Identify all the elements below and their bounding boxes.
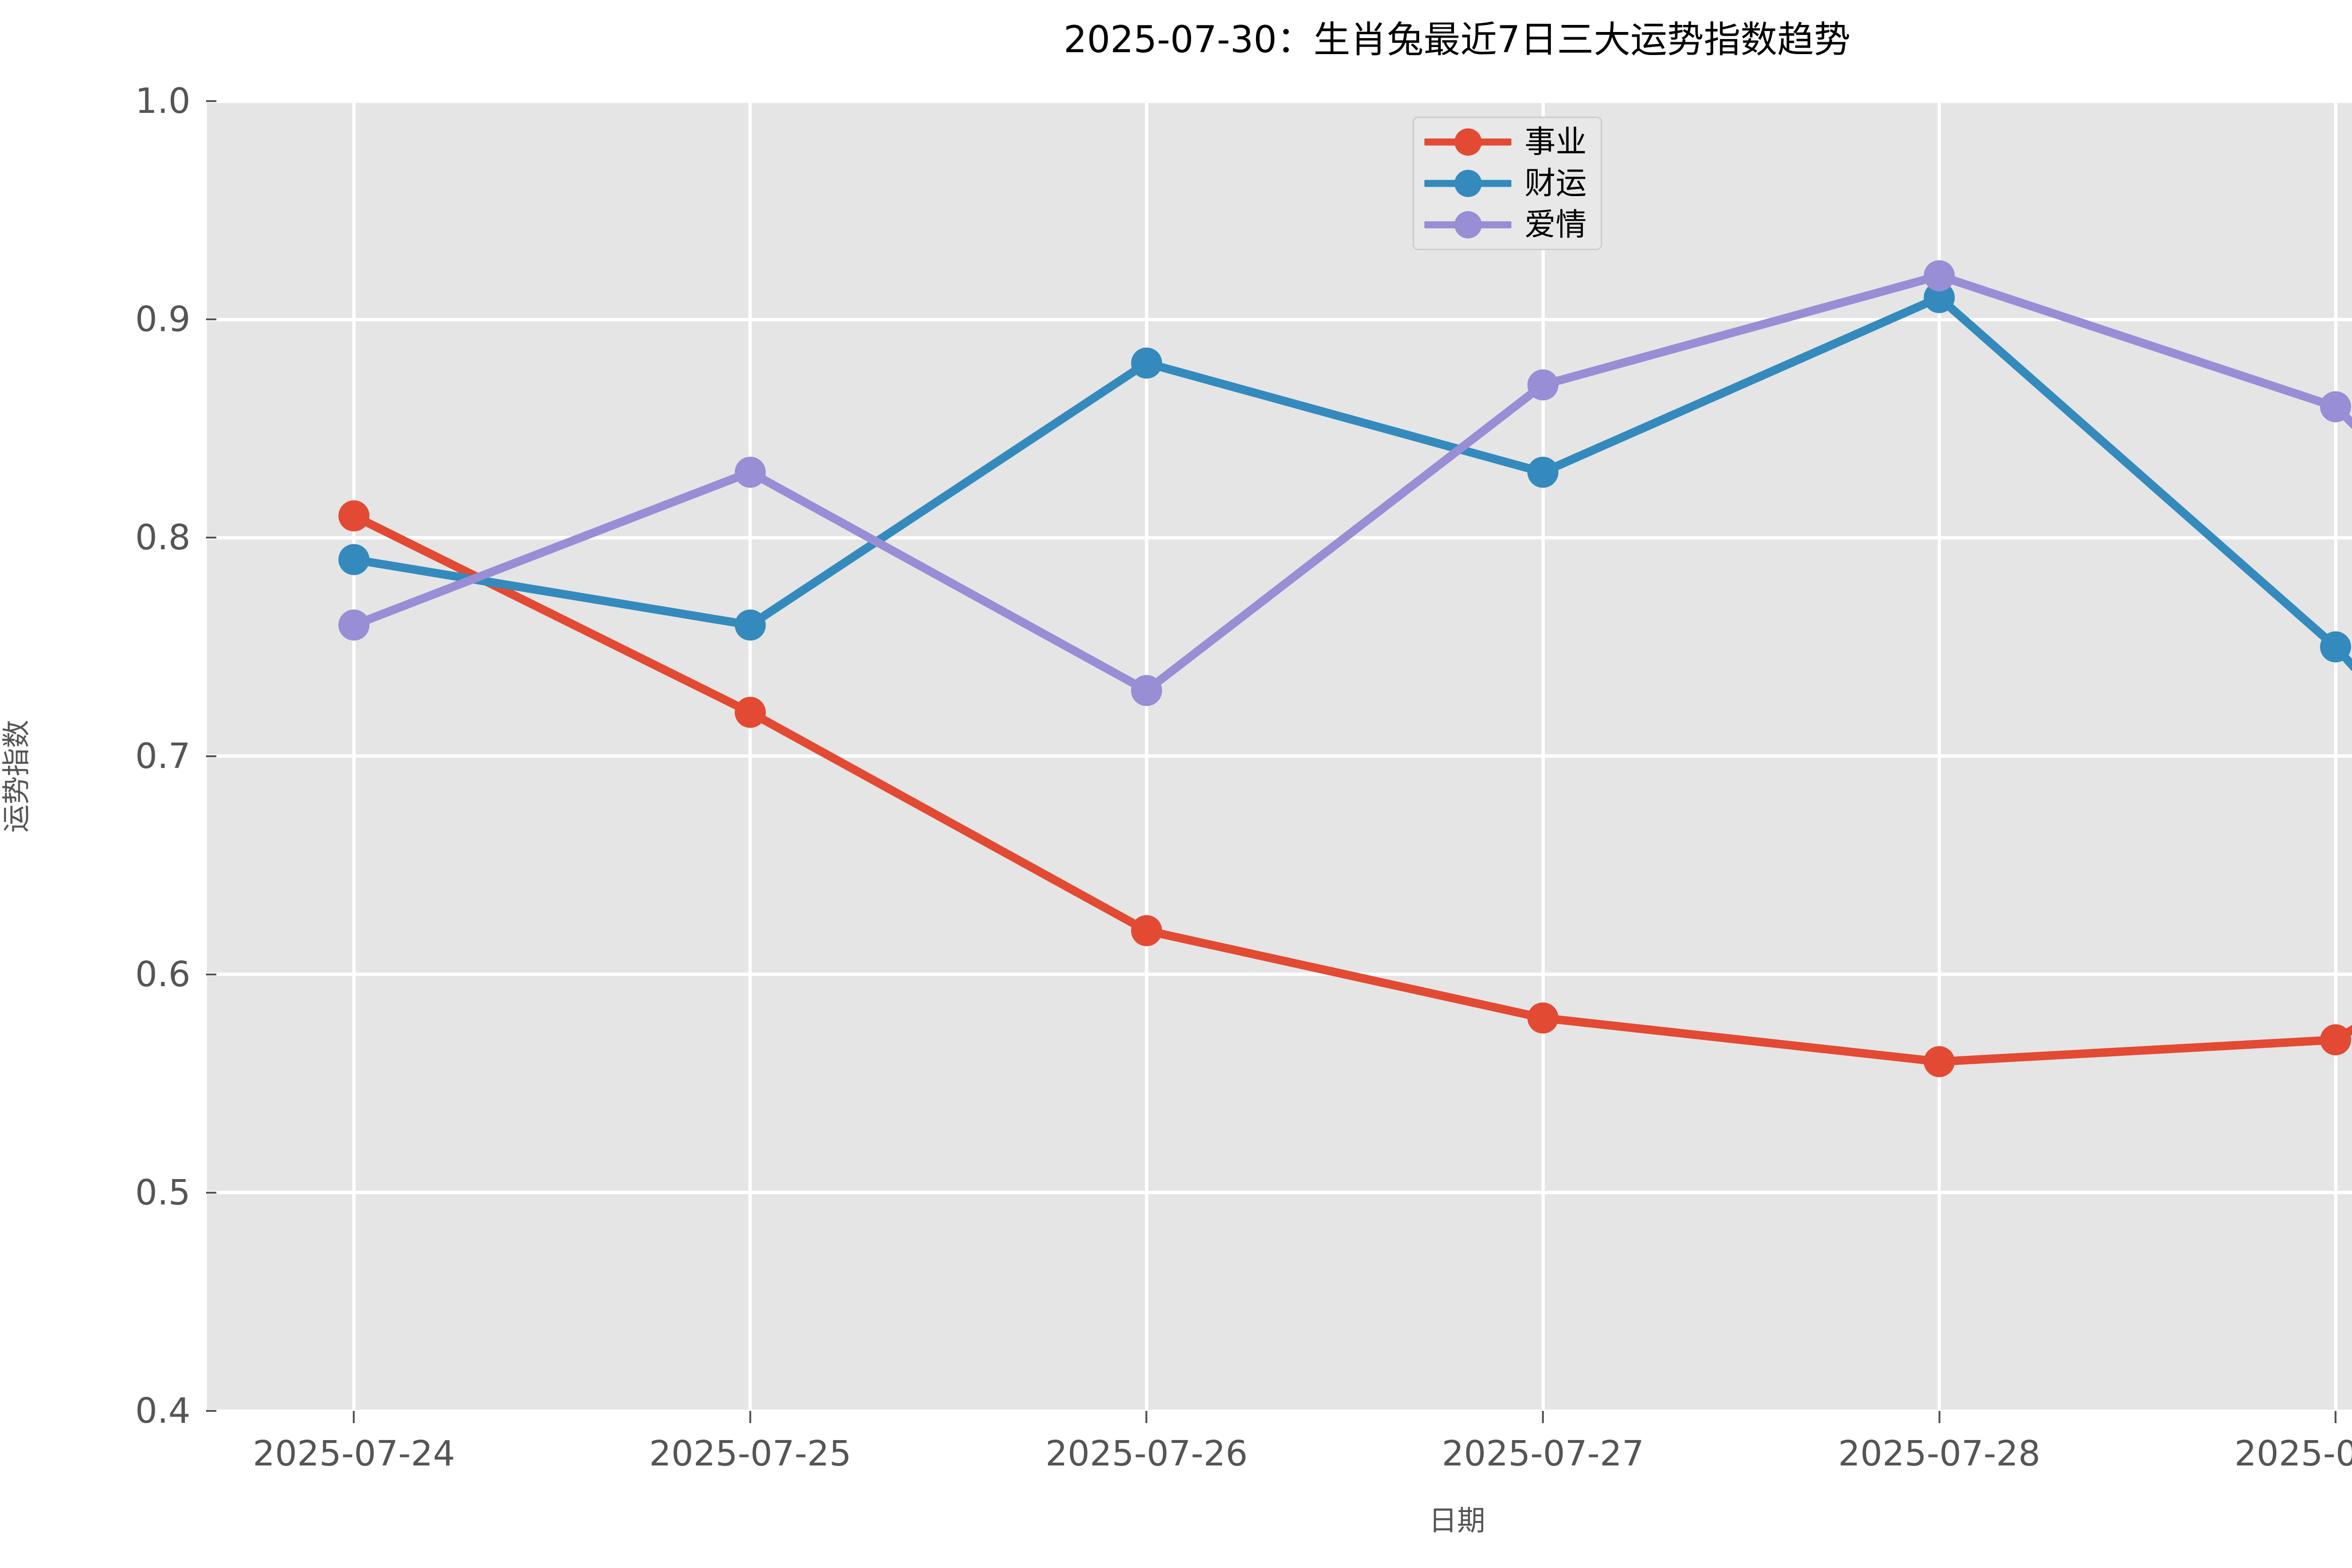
series-事业 — [338, 500, 2352, 1077]
y-tick-label: 0.7 — [135, 736, 191, 776]
data-point-marker — [734, 697, 766, 728]
series-line — [350, 293, 2352, 672]
x-tick-mark — [353, 1411, 355, 1423]
data-point-marker — [734, 457, 766, 488]
y-tick-mark — [206, 537, 216, 539]
gridline-horizontal — [207, 99, 2352, 103]
gridline-horizontal — [207, 317, 2352, 321]
x-tick-mark — [1542, 1411, 1544, 1423]
series-爱情 — [338, 260, 2352, 706]
data-point-marker — [1131, 915, 1162, 946]
x-tick-mark — [1145, 1411, 1148, 1423]
data-point-marker — [1131, 675, 1162, 706]
data-point-marker — [2320, 631, 2352, 663]
x-tick-label: 2025-07-29 — [2234, 1433, 2352, 1474]
x-tick-label: 2025-07-27 — [1441, 1433, 1645, 1474]
y-tick-mark — [206, 1191, 216, 1194]
series-line — [350, 511, 2352, 1066]
y-tick-mark — [206, 973, 216, 975]
y-tick-label: 0.6 — [135, 954, 191, 995]
chart-legend: 事业 财运 爱情 — [1413, 117, 1602, 250]
legend-label: 爱情 — [1525, 206, 1587, 243]
legend-label: 事业 — [1525, 124, 1587, 160]
gridline-vertical — [1144, 101, 1148, 1411]
x-tick-label: 2025-07-24 — [253, 1433, 455, 1474]
x-tick-label: 2025-07-28 — [1838, 1433, 2041, 1474]
data-point-marker — [1527, 369, 1558, 401]
x-tick-mark — [1938, 1411, 1940, 1423]
x-tick-label: 2025-07-26 — [1045, 1433, 1248, 1474]
series-lines-and-markers — [338, 260, 2352, 1077]
gridline-vertical — [352, 101, 356, 1411]
legend-item-事业[interactable]: 事业 — [1424, 127, 1587, 158]
y-tick-label: 0.4 — [135, 1391, 191, 1431]
x-tick-mark — [2335, 1411, 2337, 1423]
plot-area — [207, 99, 2352, 1413]
legend-marker-dot — [1454, 211, 1482, 238]
series-财运 — [338, 282, 2352, 672]
series-line — [350, 271, 2352, 695]
gridline-vertical — [2334, 101, 2337, 1411]
y-tick-mark — [206, 318, 216, 321]
y-tick-label: 0.8 — [135, 517, 191, 558]
data-point-marker — [734, 610, 766, 641]
gridline-vertical — [1938, 101, 1941, 1411]
legend-item-爱情[interactable]: 爱情 — [1424, 209, 1587, 240]
y-tick-mark — [206, 755, 216, 757]
y-tick-mark — [206, 1410, 216, 1412]
data-point-marker — [338, 500, 370, 531]
gridline-horizontal — [207, 973, 2352, 976]
y-tick-mark — [206, 100, 216, 102]
data-point-marker — [1923, 282, 1955, 313]
gridline-horizontal — [207, 1409, 2352, 1413]
legend-swatch-icon — [1424, 169, 1511, 198]
gridline-vertical — [1541, 101, 1545, 1411]
data-point-marker — [338, 544, 370, 575]
y-tick-label: 1.0 — [135, 81, 191, 121]
gridline-horizontal — [207, 1191, 2352, 1195]
data-point-marker — [2320, 1024, 2352, 1055]
data-point-marker — [1923, 260, 1955, 292]
gridline-horizontal — [207, 754, 2352, 758]
data-point-marker — [1131, 348, 1162, 379]
y-tick-label: 0.5 — [135, 1172, 191, 1213]
legend-swatch-icon — [1424, 211, 1511, 239]
legend-swatch-icon — [1424, 128, 1511, 156]
gridline-vertical — [748, 101, 752, 1411]
x-tick-label: 2025-07-25 — [649, 1433, 851, 1474]
data-point-marker — [1527, 457, 1558, 488]
x-tick-mark — [749, 1411, 751, 1423]
data-point-marker — [2320, 391, 2352, 422]
legend-marker-dot — [1454, 128, 1482, 156]
legend-label: 财运 — [1525, 165, 1587, 201]
legend-item-财运[interactable]: 财运 — [1424, 168, 1587, 199]
y-axis-label: 运势指数 — [0, 720, 33, 833]
data-point-marker — [1527, 1002, 1558, 1034]
x-axis-label: 日期 — [1429, 1505, 1486, 1537]
data-point-marker — [338, 610, 370, 641]
data-point-marker — [1923, 1046, 1955, 1077]
legend-marker-dot — [1454, 170, 1482, 197]
y-tick-label: 0.9 — [135, 299, 191, 340]
gridline-horizontal — [207, 536, 2352, 539]
chart-title: 2025-07-30：生肖兔最近7日三大运势指数趋势 — [1064, 19, 1851, 61]
